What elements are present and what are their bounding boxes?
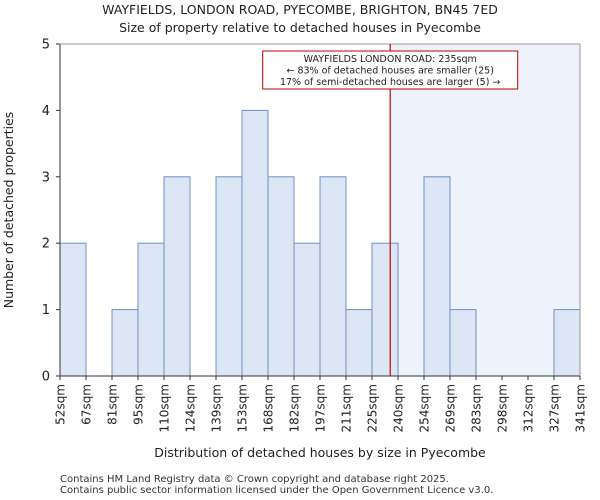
annotation-line-3: 17% of semi-detached houses are larger (… bbox=[280, 77, 500, 88]
bar-211sqm bbox=[345, 309, 373, 377]
annotation-line-2: ← 83% of detached houses are smaller (25… bbox=[286, 66, 493, 77]
annotation-line-1: WAYFIELDS LONDON ROAD: 235sqm bbox=[304, 54, 477, 65]
bar-197sqm bbox=[319, 176, 347, 377]
y-tick-label: 1 bbox=[42, 303, 50, 318]
x-tick-label: 67sqm bbox=[80, 384, 94, 425]
x-tick-label: 211sqm bbox=[340, 384, 354, 432]
x-tick-label: 95sqm bbox=[132, 384, 146, 425]
x-axis-title: Distribution of detached houses by size … bbox=[154, 445, 486, 460]
x-tick-label: 52sqm bbox=[54, 384, 68, 425]
footer-licence: Contains public sector information licen… bbox=[60, 485, 494, 496]
bar-182sqm bbox=[293, 242, 321, 377]
x-tick-label: 240sqm bbox=[392, 384, 406, 432]
x-tick-label: 327sqm bbox=[548, 384, 562, 432]
x-tick-label: 298sqm bbox=[496, 384, 510, 432]
y-tick-label: 0 bbox=[42, 370, 50, 385]
bar-254sqm bbox=[423, 176, 451, 377]
x-tick-label: 182sqm bbox=[288, 384, 302, 432]
x-tick-label: 168sqm bbox=[262, 384, 276, 432]
y-axis-title: Number of detached properties bbox=[1, 112, 16, 309]
bar-225sqm bbox=[371, 242, 399, 377]
bar-327sqm bbox=[553, 309, 581, 377]
x-tick-label: 124sqm bbox=[184, 384, 198, 432]
x-tick-label: 269sqm bbox=[444, 384, 458, 432]
x-tick-label: 341sqm bbox=[574, 384, 588, 432]
bar-52sqm bbox=[59, 242, 87, 377]
x-tick-label: 225sqm bbox=[366, 384, 380, 432]
x-tick-label: 153sqm bbox=[236, 384, 250, 432]
y-tick-label: 5 bbox=[42, 38, 50, 53]
y-tick-label: 2 bbox=[42, 237, 50, 252]
x-tick-label: 254sqm bbox=[418, 384, 432, 432]
bar-81sqm bbox=[111, 309, 139, 377]
x-tick-label: 197sqm bbox=[314, 384, 328, 432]
highlight-region bbox=[390, 44, 580, 376]
annotation-box bbox=[262, 50, 519, 90]
y-tick-label: 3 bbox=[42, 170, 50, 185]
chart-title: WAYFIELDS, LONDON ROAD, PYECOMBE, BRIGHT… bbox=[102, 2, 498, 17]
bar-95sqm bbox=[137, 242, 165, 377]
x-tick-label: 312sqm bbox=[522, 384, 536, 432]
chart-subtitle: Size of property relative to detached ho… bbox=[119, 20, 481, 35]
footer-copyright: Contains HM Land Registry data © Crown c… bbox=[60, 474, 449, 485]
bar-168sqm bbox=[267, 176, 295, 377]
x-tick-label: 139sqm bbox=[210, 384, 224, 432]
bar-153sqm bbox=[241, 109, 269, 377]
y-tick-label: 4 bbox=[42, 104, 50, 119]
x-tick-label: 81sqm bbox=[106, 384, 120, 425]
x-tick-label: 283sqm bbox=[470, 384, 484, 432]
x-tick-label: 110sqm bbox=[158, 384, 172, 432]
bar-139sqm bbox=[215, 176, 243, 377]
bar-110sqm bbox=[163, 176, 191, 377]
bar-269sqm bbox=[449, 309, 477, 377]
